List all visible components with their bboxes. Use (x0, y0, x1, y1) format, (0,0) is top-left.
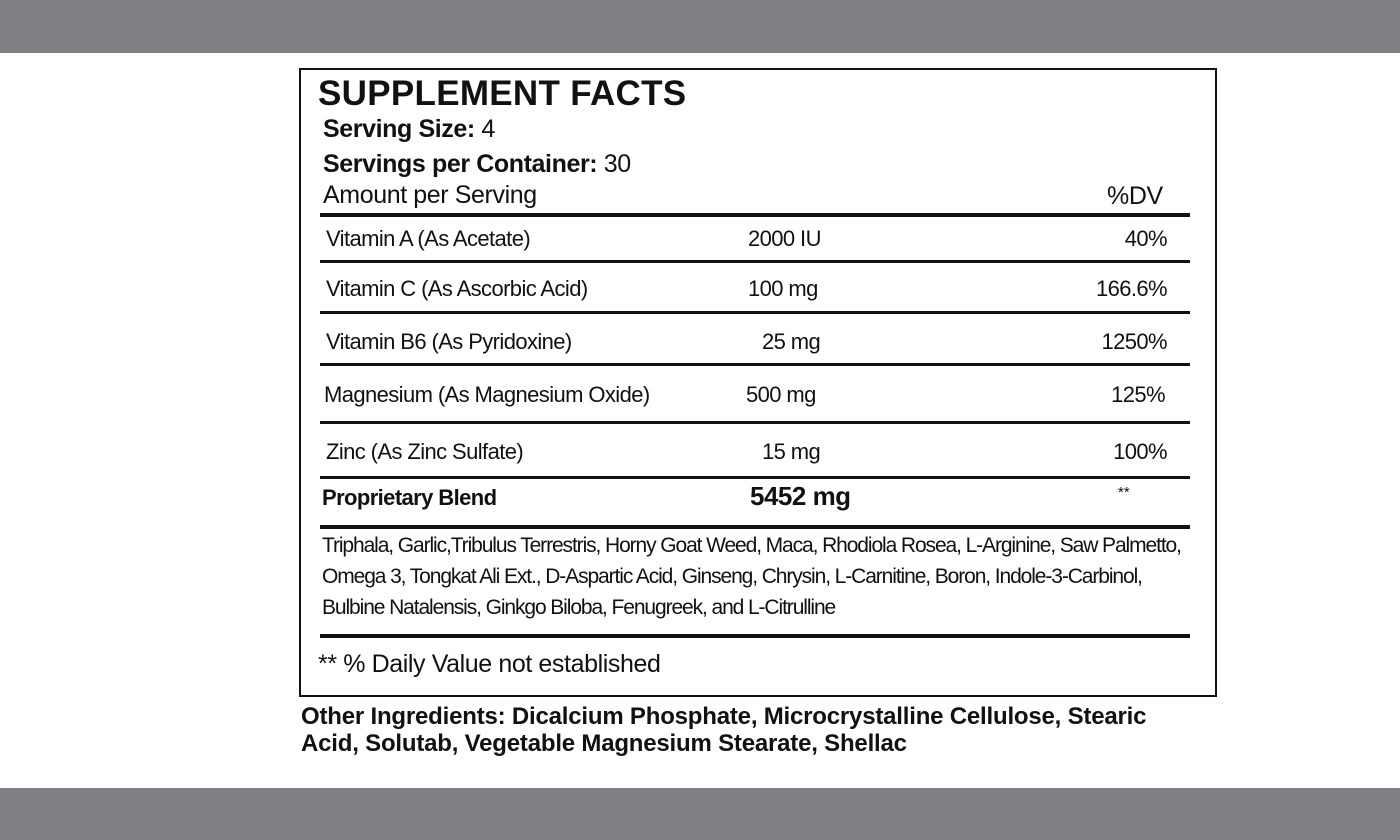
footnote: ** % Daily Value not established (318, 650, 661, 678)
blend-amount: 5452 mg (750, 481, 851, 511)
divider (320, 311, 1190, 314)
nutrient-amount: 500 mg (746, 382, 816, 407)
other-ingredients: Other Ingredients: Dicalcium Phosphate, … (301, 703, 1147, 757)
blend-name: Proprietary Blend (322, 485, 497, 510)
nutrient-dv: 125% (1111, 382, 1165, 407)
dv-header: %DV (1107, 182, 1163, 210)
nutrient-amount: 15 mg (762, 439, 821, 464)
supplement-facts-panel (299, 68, 1217, 697)
nutrient-name: Zinc (As Zinc Sulfate) (326, 439, 524, 464)
divider (320, 213, 1190, 217)
divider (320, 260, 1190, 263)
servings-per-container-label: Servings per Container: (323, 150, 598, 178)
divider (320, 476, 1190, 479)
bottom-frame-bar (0, 788, 1400, 840)
nutrient-dv: 166.6% (1095, 276, 1168, 301)
servings-per-container-value: 30 (603, 150, 631, 178)
nutrient-amount: 2000 IU (748, 226, 821, 251)
nutrient-name: Magnesium (As Magnesium Oxide) (324, 382, 650, 407)
divider (320, 634, 1190, 638)
nutrient-name: Vitamin B6 (As Pyridoxine) (326, 329, 572, 354)
divider (320, 421, 1190, 424)
servings-per-container: Servings per Container: 30 (323, 150, 631, 179)
serving-size: Serving Size: 4 (323, 115, 495, 144)
nutrient-dv: 1250% (1101, 329, 1167, 354)
serving-size-label: Serving Size: (323, 115, 475, 143)
nutrient-name: Vitamin C (As Ascorbic Acid) (326, 276, 588, 301)
blend-dv: ** (1118, 484, 1130, 501)
divider (320, 525, 1190, 529)
amount-per-serving: Amount per Serving (323, 181, 537, 209)
divider (320, 363, 1190, 366)
nutrient-amount: 25 mg (762, 329, 821, 354)
nutrient-dv: 100% (1113, 439, 1167, 464)
top-frame-bar (0, 0, 1400, 53)
nutrient-name: Vitamin A (As Acetate) (326, 226, 531, 251)
serving-size-value: 4 (481, 115, 495, 143)
panel-title: SUPPLEMENT FACTS (318, 74, 687, 113)
nutrient-dv: 40% (1124, 226, 1168, 251)
nutrient-amount: 100 mg (748, 276, 818, 301)
blend-ingredients: Triphala, Garlic,Tribulus Terrestris, Ho… (322, 534, 1182, 619)
